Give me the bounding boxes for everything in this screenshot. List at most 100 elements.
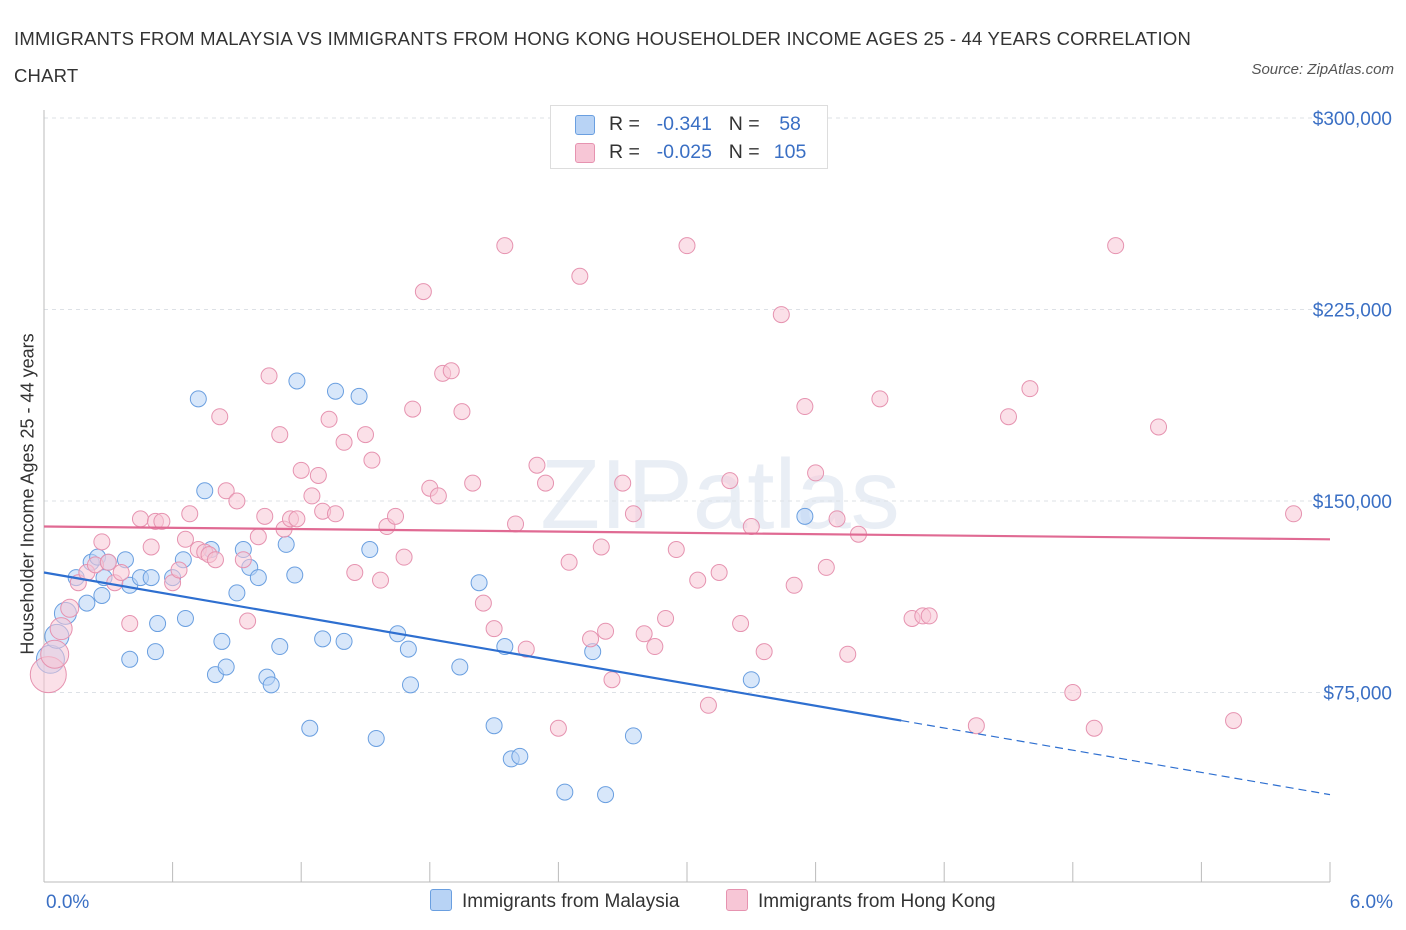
hongkong-point (142, 538, 160, 556)
hongkong-point (234, 551, 252, 569)
hongkong-point (496, 237, 514, 255)
malaysia-point (146, 643, 164, 661)
hongkong-point (710, 563, 728, 581)
hongkong-point (560, 553, 578, 571)
legend-r-value-hongkong: -0.025 (656, 141, 712, 163)
hongkong-point (839, 645, 857, 663)
hongkong-point (260, 367, 278, 385)
hongkong-point (785, 576, 803, 594)
hongkong-point (292, 461, 310, 479)
bottom-legend-swatch-malaysia (430, 889, 452, 911)
hongkong-point (689, 571, 707, 589)
hongkong-point (429, 487, 447, 505)
malaysia-point (556, 783, 574, 801)
hongkong-point (646, 638, 664, 656)
hongkong-point (796, 398, 814, 416)
malaysia-point (228, 584, 246, 602)
hongkong-point (528, 456, 546, 474)
correlation-legend: R = -0.341 N = 58 R = -0.025 N = 105 (550, 105, 828, 169)
x-tick-label-max: 6.0% (1350, 892, 1393, 913)
malaysia-point (597, 786, 615, 804)
malaysia-point (367, 729, 385, 747)
hongkong-point (271, 426, 289, 444)
hongkong-point (920, 607, 938, 625)
malaysia-point (326, 382, 344, 400)
malaysia-point (249, 569, 267, 587)
hongkong-point (49, 617, 73, 641)
legend-n-label: N = (728, 141, 760, 163)
bottom-legend-label-hongkong: Immigrants from Hong Kong (758, 891, 996, 912)
hongkong-point (309, 466, 327, 484)
legend-r-label: R = (609, 141, 640, 163)
hongkong-point (414, 283, 432, 301)
bottom-legend-swatch-hongkong (726, 889, 748, 911)
hongkong-point (395, 548, 413, 566)
hongkong-trend-line (43, 525, 1331, 541)
hongkong-point (363, 451, 381, 469)
hongkong-point (614, 474, 632, 492)
hongkong-point (817, 558, 835, 576)
legend-r-label: R = (609, 113, 640, 135)
hongkong-point (335, 433, 353, 451)
hongkong-point (507, 515, 525, 533)
malaysia-point (93, 586, 111, 604)
hongkong-point (667, 541, 685, 559)
hongkong-point (288, 510, 306, 528)
hongkong-point (1021, 380, 1039, 398)
bottom-legend-label-malaysia: Immigrants from Malaysia (462, 891, 680, 912)
hongkong-point (181, 505, 199, 523)
x-tick-label-min: 0.0% (46, 892, 89, 913)
malaysia-point (451, 658, 469, 676)
malaysia-point (335, 632, 353, 650)
hongkong-point (464, 474, 482, 492)
malaysia-point (286, 566, 304, 584)
hongkong-point (549, 719, 567, 737)
hongkong-point (1150, 418, 1168, 436)
y-tick-label-2: $225,000 (1313, 301, 1392, 322)
trend-lines (43, 525, 1331, 796)
hongkong-point (699, 696, 717, 714)
malaysia-point (624, 727, 642, 745)
malaysia-point (402, 676, 420, 694)
malaysia-point (485, 717, 503, 735)
malaysia-trend-line (43, 571, 902, 722)
hongkong-point (217, 482, 235, 500)
hongkong-point (387, 507, 405, 525)
hongkong-point (1225, 712, 1243, 730)
malaysia-point (121, 650, 139, 668)
y-axis-label: Householder Income Ages 25 - 44 years (17, 333, 38, 655)
legend-n-value-malaysia: 58 (779, 113, 801, 135)
chart-source: Source: ZipAtlas.com (1251, 61, 1394, 78)
axes (43, 110, 1331, 883)
hongkong-point (121, 615, 139, 633)
hongkong-point (1085, 719, 1103, 737)
malaysia-point (78, 594, 96, 612)
malaysia-point (217, 658, 235, 676)
hongkong-point (170, 561, 188, 579)
hongkong-point (372, 571, 390, 589)
hongkong-point (93, 533, 111, 551)
malaysia-point (399, 640, 417, 658)
hongkong-point (485, 620, 503, 638)
malaysia-point (301, 719, 319, 737)
hongkong-point (635, 625, 653, 643)
malaysia-point (314, 630, 332, 648)
hongkong-point (721, 472, 739, 490)
legend-swatch-hongkong (575, 143, 595, 163)
hongkong-point (153, 512, 171, 530)
malaysia-point (142, 569, 160, 587)
hongkong-point (657, 609, 675, 627)
hongkong-point (732, 615, 750, 633)
hongkong-point (131, 510, 149, 528)
hongkong-point (624, 505, 642, 523)
hongkong-point (176, 530, 194, 548)
malaysia-point (277, 535, 295, 553)
x-tick-labels: 0.0% 6.0% (46, 892, 1393, 913)
bottom-legend-malaysia: Immigrants from Malaysia (430, 889, 680, 913)
hongkong-point (871, 390, 889, 408)
hongkong-point (404, 400, 422, 418)
hongkong-point (249, 528, 267, 546)
hongkong-point (442, 362, 460, 380)
hongkong-point (239, 612, 257, 630)
